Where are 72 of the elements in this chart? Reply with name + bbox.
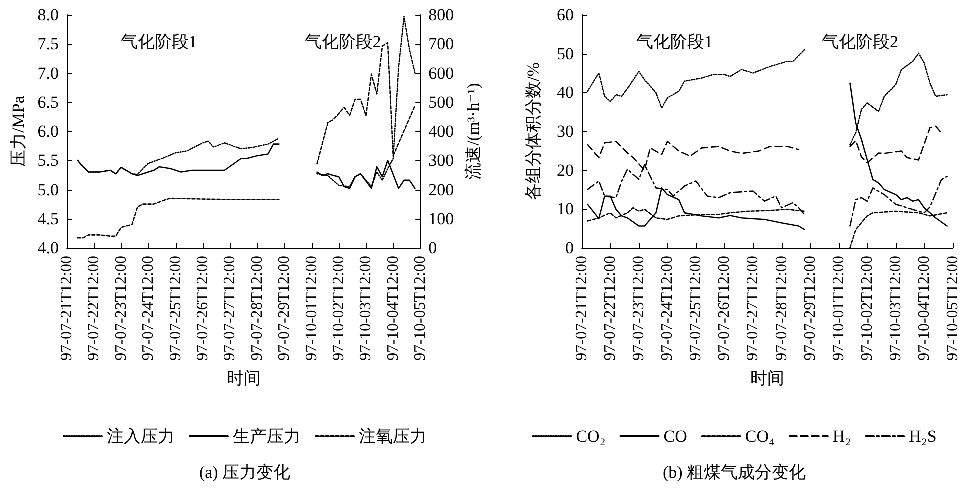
y-tick-label: 60 [557, 6, 574, 24]
legend-label: H₂ [832, 427, 852, 446]
annotation: 气化阶段1 [120, 32, 198, 52]
x-tick-label: 97-07-24T12:00 [659, 256, 676, 361]
x-tick-label: 97-10-03T12:00 [358, 256, 375, 361]
x-tick-label: 97-07-25T12:00 [167, 256, 184, 361]
legend-label: 生产压力 [233, 427, 301, 446]
y-tick-label: 6.0 [38, 122, 59, 141]
y2-tick-label: 200 [428, 180, 454, 200]
y-tick-label: 30 [557, 122, 574, 141]
x-tick-label: 97-07-21T12:00 [574, 256, 590, 361]
y-tick-label: 40 [557, 83, 574, 102]
y-tick-label: 4.0 [38, 238, 59, 258]
x-tick-label: 97-07-23T12:00 [112, 256, 130, 361]
y-tick-label: 8.0 [38, 6, 59, 24]
x-tick-label: 97-10-01T12:00 [303, 256, 320, 361]
x-tick-label: 97-07-25T12:00 [688, 256, 705, 361]
legend-label: CO₂ [576, 427, 606, 446]
x-tick-label: 97-07-29T12:00 [802, 256, 819, 361]
y2-axis-title: 流速/(m³·h⁻¹) [464, 83, 483, 180]
y-tick-label: 7.5 [38, 34, 59, 54]
y-tick-label: 0 [566, 238, 574, 258]
y-tick-label: 10 [557, 200, 574, 219]
annotation: 气化阶段2 [822, 32, 898, 52]
legend-label: 注氧压力 [359, 427, 427, 446]
y-tick-label: 6.5 [38, 92, 59, 112]
text: (b) 粗煤气成分变化 [662, 463, 806, 482]
x-tick-label: 97-07-22T12:00 [602, 256, 620, 361]
x-tick-label: 97-10-05T12:00 [412, 256, 430, 361]
y-tick-label: 5.0 [38, 180, 59, 200]
x-tick-label: 97-10-03T12:00 [887, 256, 904, 361]
x-tick-label: 97-07-27T12:00 [744, 256, 762, 361]
x-axis-title: 时间 [226, 369, 261, 388]
x-tick-label: 97-10-01T12:00 [830, 256, 848, 361]
y-tick-label: 4.5 [38, 209, 59, 228]
x-tick-label: 97-10-02T12:00 [858, 256, 876, 361]
x-tick-label: 97-07-26T12:00 [194, 256, 212, 361]
y2-tick-label: 600 [428, 64, 454, 83]
x-tick-label: 97-10-05T12:00 [944, 256, 962, 361]
y2-tick-label: 300 [428, 151, 454, 170]
x-axis-title: 时间 [750, 369, 784, 388]
text: (a) 压力变化 [199, 463, 291, 482]
y2-tick-label: 700 [428, 34, 454, 54]
x-tick-label: 97-10-04T12:00 [384, 256, 402, 361]
y-tick-label: 20 [557, 160, 574, 180]
y-tick-label: 5.5 [38, 151, 59, 170]
annotation: 气化阶段1 [636, 32, 713, 52]
x-tick-label: 97-07-21T12:00 [58, 256, 76, 361]
x-tick-label: 97-07-23T12:00 [630, 256, 648, 361]
y2-tick-label: 0 [428, 238, 438, 258]
y2-tick-label: 500 [428, 92, 454, 112]
y-axis-title: 压力/MPa [8, 96, 28, 167]
legend-label: CO₄ [745, 427, 775, 446]
y2-tick-label: 800 [428, 6, 454, 24]
y-tick-label: 50 [557, 44, 574, 64]
y2-tick-label: 400 [428, 122, 454, 141]
y-tick-label: 7.0 [38, 64, 59, 83]
x-tick-label: 97-07-28T12:00 [248, 256, 266, 361]
x-tick-label: 97-10-02T12:00 [330, 256, 348, 361]
legend-label: CO [664, 427, 688, 446]
annotation: 气化阶段2 [304, 32, 382, 52]
legend-label: 注入压力 [107, 427, 175, 446]
x-tick-label: 97-07-24T12:00 [140, 256, 158, 361]
y2-tick-label: 100 [428, 209, 454, 228]
x-tick-label: 97-07-28T12:00 [773, 256, 790, 361]
x-tick-label: 97-07-22T12:00 [86, 256, 103, 361]
x-tick-label: 97-07-27T12:00 [222, 256, 239, 361]
legend-label: H₂S [909, 427, 937, 446]
y-axis-title: 各组分体积分数/% [524, 62, 543, 200]
x-tick-label: 97-07-29T12:00 [276, 256, 294, 361]
x-tick-label: 97-07-26T12:00 [716, 256, 734, 361]
x-tick-label: 97-10-04T12:00 [916, 256, 933, 361]
